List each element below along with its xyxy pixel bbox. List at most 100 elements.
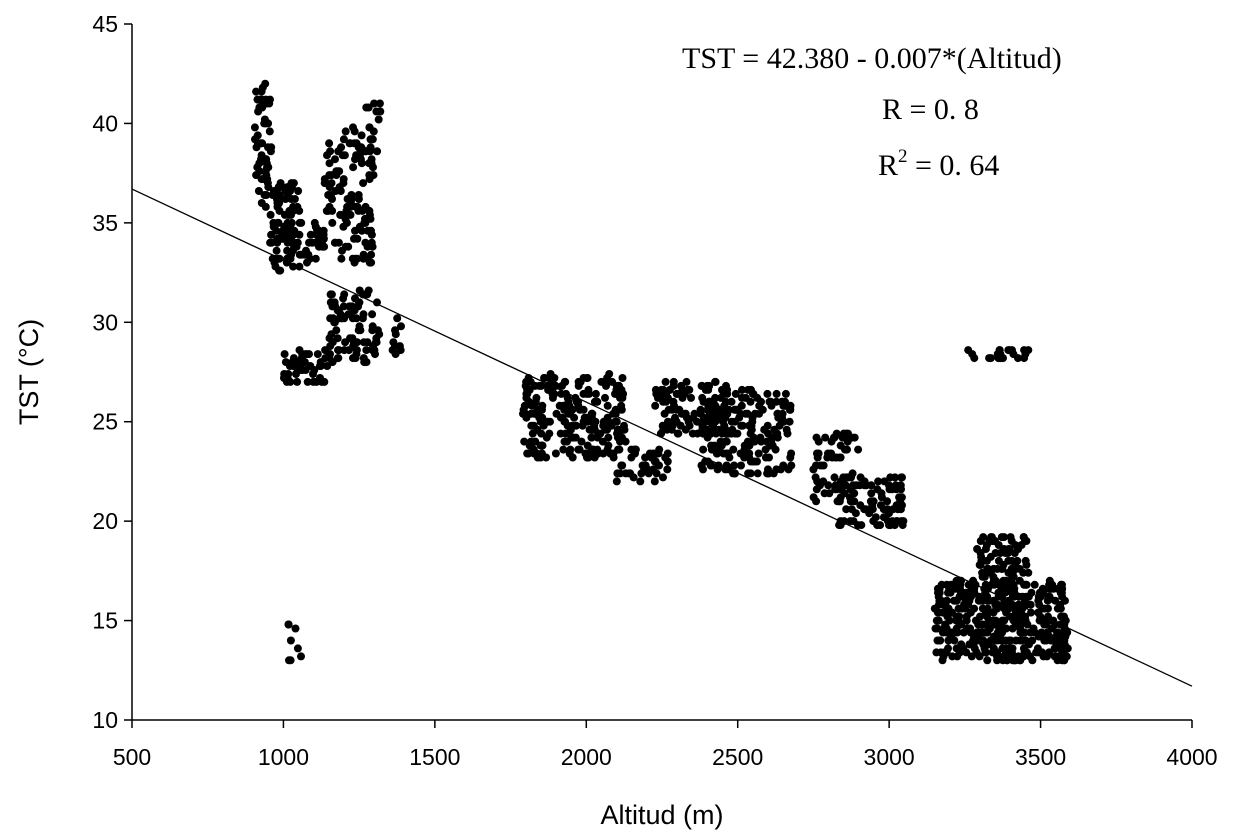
data-point <box>532 393 541 402</box>
data-point <box>297 218 306 227</box>
data-point <box>768 433 777 442</box>
data-point <box>328 218 337 227</box>
data-point <box>339 179 348 188</box>
data-point <box>738 385 746 394</box>
data-point <box>531 381 539 390</box>
data-point <box>341 127 350 136</box>
regression-equation: TST = 42.380 - 0.007*(Altitud) <box>682 42 1062 75</box>
data-point <box>269 222 278 231</box>
data-point <box>950 636 959 645</box>
data-point <box>721 465 730 474</box>
data-point <box>606 421 615 430</box>
data-point <box>604 377 613 386</box>
data-point <box>975 592 984 601</box>
data-point <box>621 437 630 446</box>
data-point <box>651 401 660 410</box>
data-point <box>367 230 376 239</box>
data-point <box>731 389 740 398</box>
data-point <box>334 346 342 355</box>
data-point <box>357 131 366 140</box>
data-point <box>559 445 568 454</box>
data-point <box>973 545 982 553</box>
data-point <box>736 449 745 458</box>
data-point <box>962 592 971 601</box>
data-point <box>338 151 347 160</box>
data-point <box>325 139 334 148</box>
data-point <box>712 449 721 458</box>
data-point <box>729 445 738 454</box>
data-point <box>369 171 378 180</box>
data-point <box>374 115 383 124</box>
data-point <box>527 421 536 430</box>
data-point <box>358 314 367 323</box>
data-point <box>831 485 840 494</box>
data-point <box>289 230 298 239</box>
data-point <box>869 497 878 506</box>
data-point <box>669 381 678 390</box>
data-point <box>542 433 551 442</box>
data-point <box>663 417 672 426</box>
data-point <box>1033 644 1042 653</box>
data-point <box>303 377 312 386</box>
data-point <box>688 429 697 438</box>
data-point <box>663 393 672 402</box>
x-tick-label: 1500 <box>409 744 460 770</box>
data-point <box>294 187 303 195</box>
data-point <box>284 187 293 195</box>
regression-line <box>131 188 1193 687</box>
data-point <box>290 195 299 203</box>
data-point <box>896 497 905 506</box>
data-point <box>674 429 683 438</box>
data-point <box>775 421 784 430</box>
data-point <box>614 445 622 454</box>
data-point <box>584 453 593 462</box>
data-point <box>1027 608 1035 617</box>
data-point <box>372 107 381 116</box>
data-point <box>985 624 994 633</box>
data-point <box>336 210 345 219</box>
data-point <box>979 572 988 581</box>
data-point <box>349 163 358 172</box>
data-point <box>687 393 695 402</box>
data-point <box>714 425 723 434</box>
data-point <box>671 413 679 422</box>
data-point <box>668 405 677 414</box>
data-point <box>305 350 313 359</box>
data-point <box>257 175 266 184</box>
data-point <box>614 381 623 390</box>
data-point <box>659 473 667 482</box>
data-point <box>755 409 764 418</box>
data-point <box>560 405 569 414</box>
data-point <box>334 354 343 363</box>
data-point <box>267 143 276 152</box>
data-point <box>847 473 855 482</box>
data-point <box>1003 656 1011 665</box>
data-point <box>351 155 359 164</box>
data-point <box>682 377 691 386</box>
data-point <box>550 374 559 382</box>
data-point <box>318 242 327 251</box>
data-point <box>761 453 770 462</box>
data-point <box>1002 624 1011 633</box>
data-point <box>832 453 841 462</box>
data-point <box>722 449 731 458</box>
data-point <box>745 453 754 462</box>
data-point <box>986 354 995 363</box>
data-point <box>998 644 1007 653</box>
data-point <box>285 362 294 370</box>
data-point <box>557 413 565 422</box>
data-point <box>934 588 943 597</box>
r-squared-suffix: = 0. 64 <box>908 149 1000 182</box>
data-point <box>1059 632 1068 641</box>
data-point <box>942 628 951 637</box>
data-point <box>955 592 964 601</box>
data-point <box>351 226 359 235</box>
data-point <box>1050 652 1059 661</box>
x-tick-label: 1000 <box>258 744 309 770</box>
y-tick-label: 35 <box>92 210 118 236</box>
data-point <box>522 393 531 402</box>
data-point <box>280 350 289 359</box>
data-point <box>970 632 978 641</box>
data-point <box>273 199 282 207</box>
data-point <box>368 310 377 319</box>
